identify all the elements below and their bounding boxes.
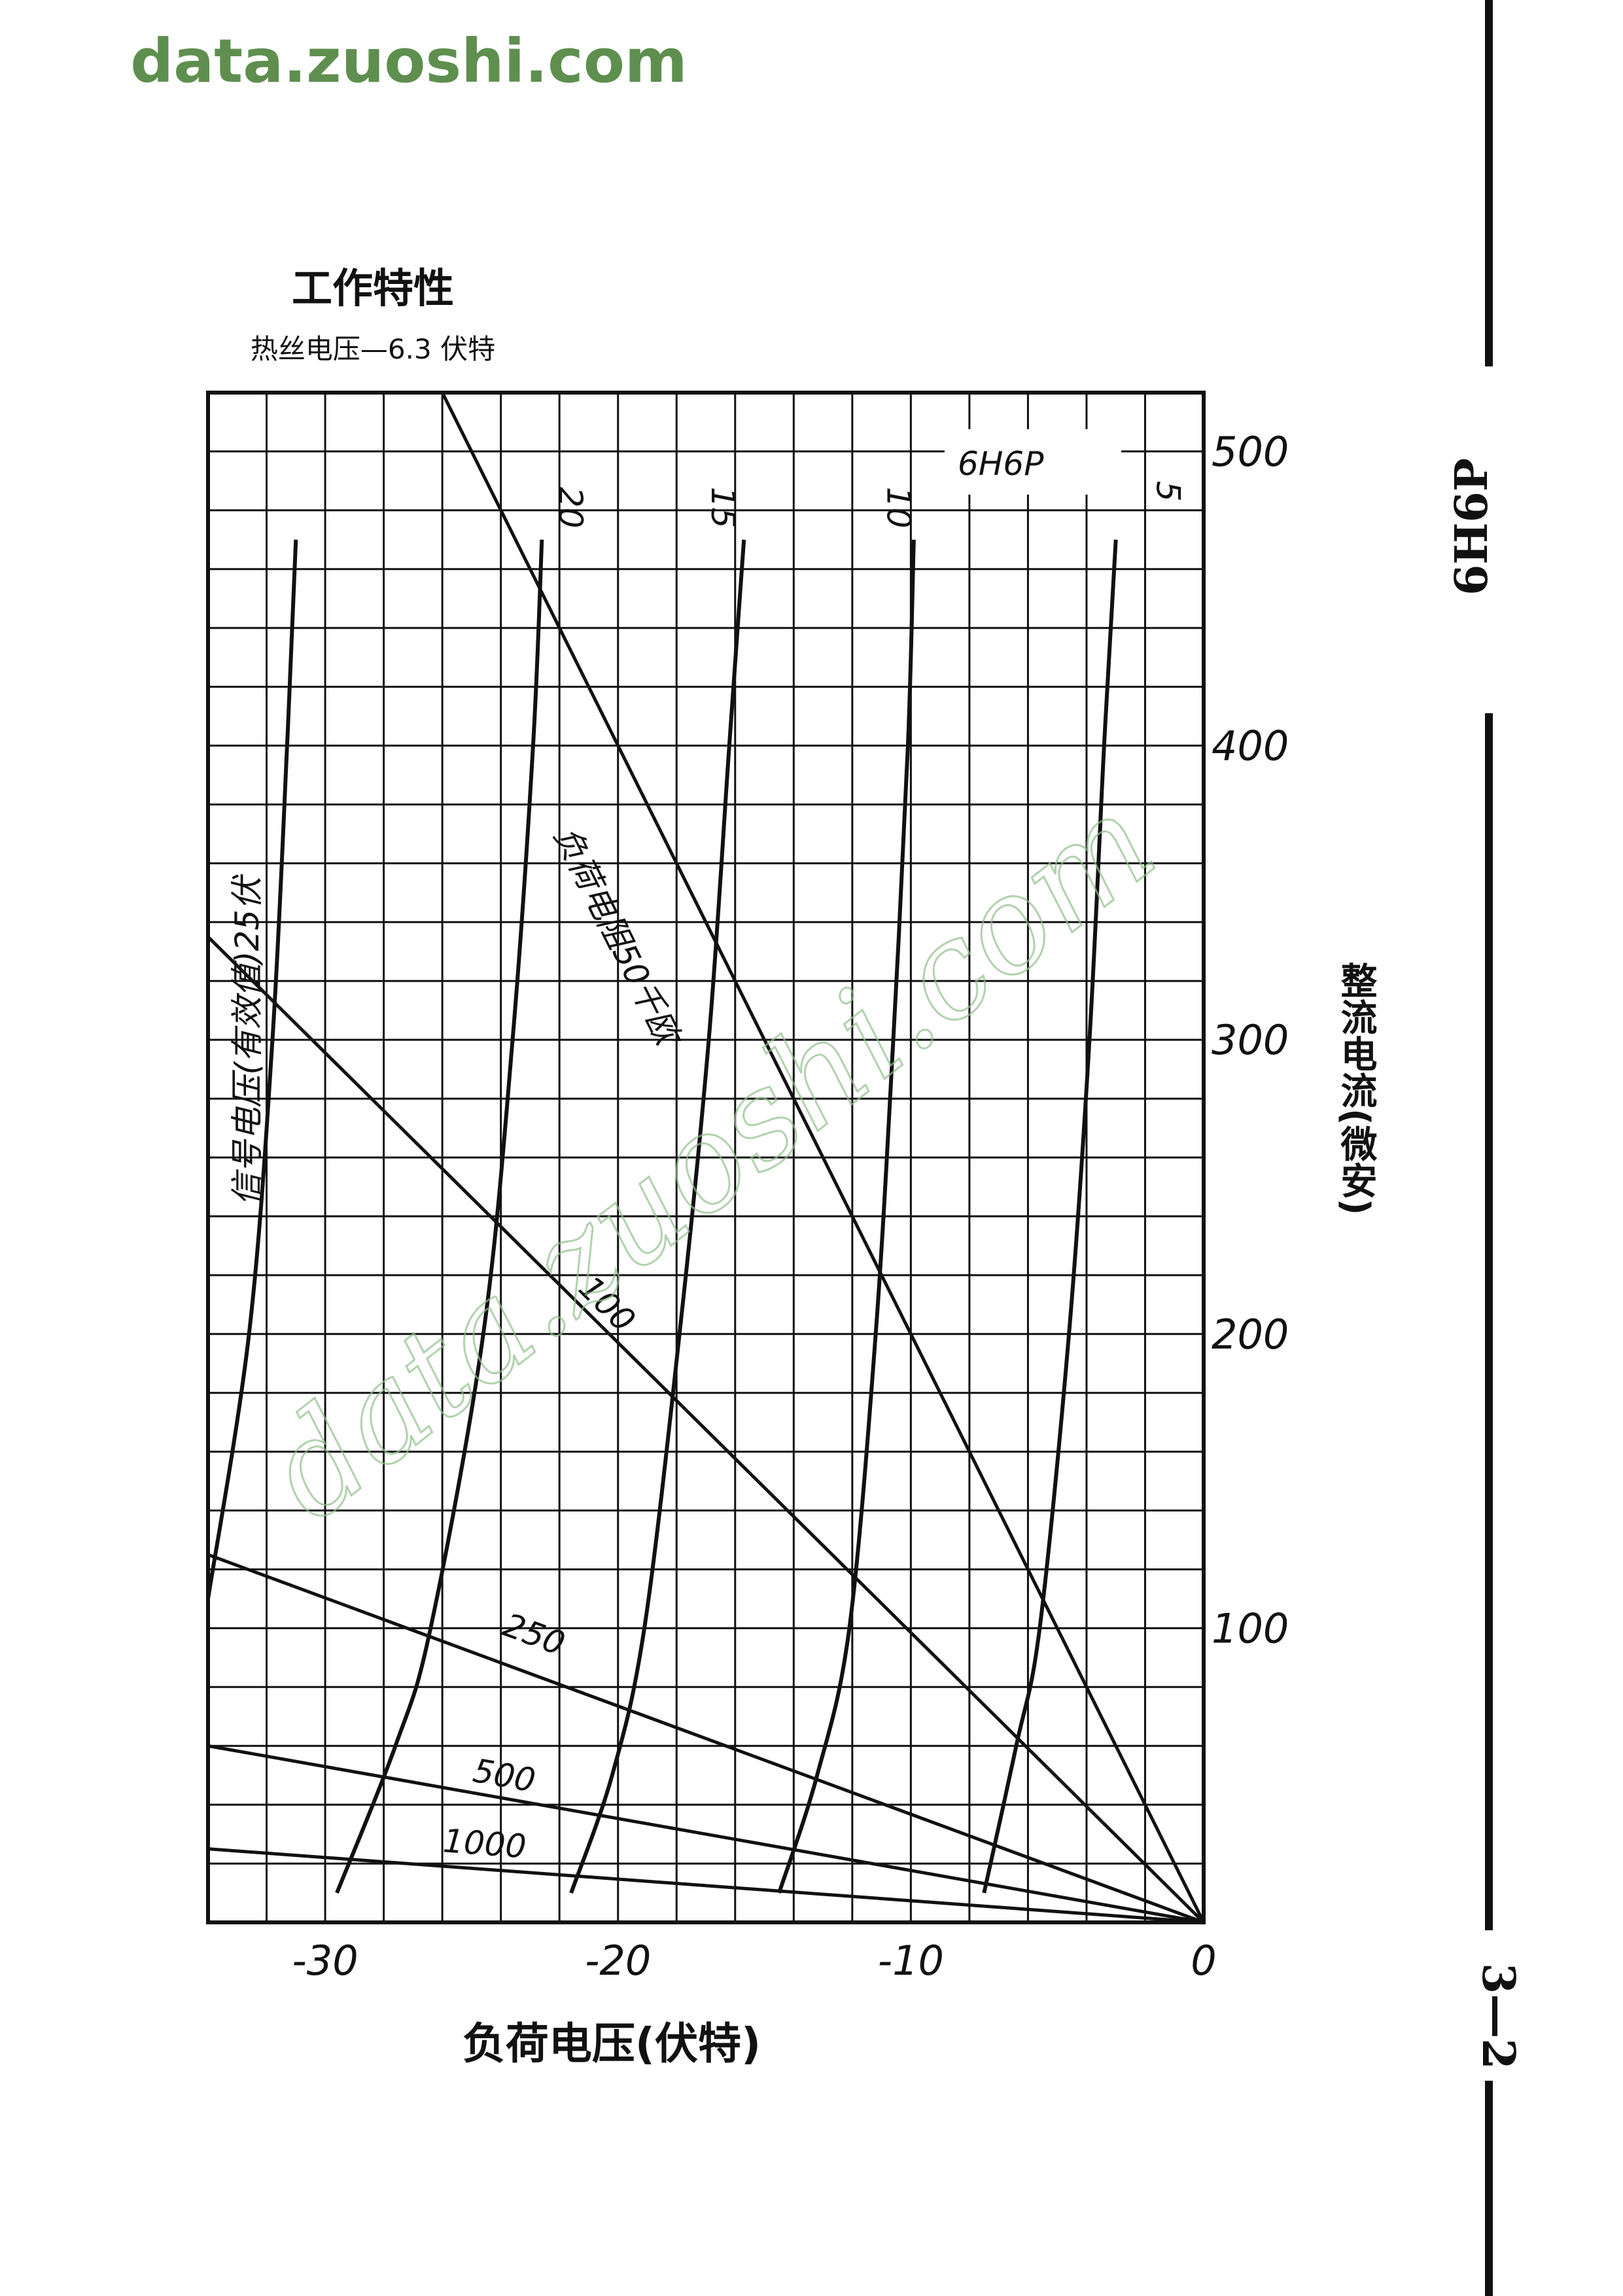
signal-curve-10: [777, 539, 916, 1894]
tube-label: 6H6P: [958, 445, 1044, 483]
x-tick-label: -10: [878, 1937, 944, 1985]
signal-curve-20: [335, 539, 544, 1894]
signal-curve-label: 10: [880, 487, 918, 529]
signal-voltage-label: 信号电压(有效值)25伏: [228, 874, 266, 1206]
load-line-label: 1000: [442, 1822, 527, 1865]
signal-curve-25: [206, 539, 298, 1599]
load-line-2: [207, 1553, 1204, 1924]
signal-curve-15: [569, 539, 746, 1894]
y-axis-label: 整流电流(微安): [1335, 962, 1377, 1216]
curve-labels: 20 15 10 5 信号电压(有效值)25伏 6H6P: [228, 429, 1187, 1206]
x-axis-label: 负荷电压(伏特): [462, 2019, 761, 2069]
side-rule-middle: [1485, 713, 1493, 1930]
y-tick-label: 300: [1212, 1016, 1289, 1064]
load-line-1: [207, 936, 1205, 1924]
signal-curve-label: 15: [704, 487, 742, 529]
x-tick-label: -20: [585, 1937, 651, 1985]
signal-curves: [206, 539, 1118, 1894]
y-tick-label: 200: [1212, 1311, 1289, 1358]
y-tick-label: 400: [1212, 722, 1289, 770]
chart-subtitle: 热丝电压—6.3 伏特: [250, 333, 496, 365]
y-tick-label: 100: [1212, 1604, 1289, 1652]
load-line-3: [207, 1744, 1204, 1924]
load-line-4: [207, 1847, 1204, 1924]
signal-curve-label: 5: [1149, 481, 1187, 502]
axis-ticks: 100 200 300 400 500 -30 -20 -10 0: [292, 428, 1289, 1985]
side-page-number: 3—2: [1472, 1963, 1524, 2070]
side-rule-top: [1485, 0, 1493, 366]
signal-curve-label: 20: [551, 487, 589, 529]
watermark-text: data.zuoshi.com: [130, 26, 688, 96]
x-tick-label: -30: [292, 1937, 358, 1985]
signal-curve-5: [982, 539, 1118, 1894]
x-tick-label: 0: [1191, 1937, 1216, 1985]
chart-title: 工作特性: [291, 264, 454, 312]
side-rule-bottom: [1485, 2081, 1493, 2296]
plot-frame: [206, 391, 1206, 1924]
tube-label-box: [944, 429, 1121, 495]
y-tick-label: 500: [1212, 428, 1289, 476]
load-line-0: [440, 391, 1206, 1924]
